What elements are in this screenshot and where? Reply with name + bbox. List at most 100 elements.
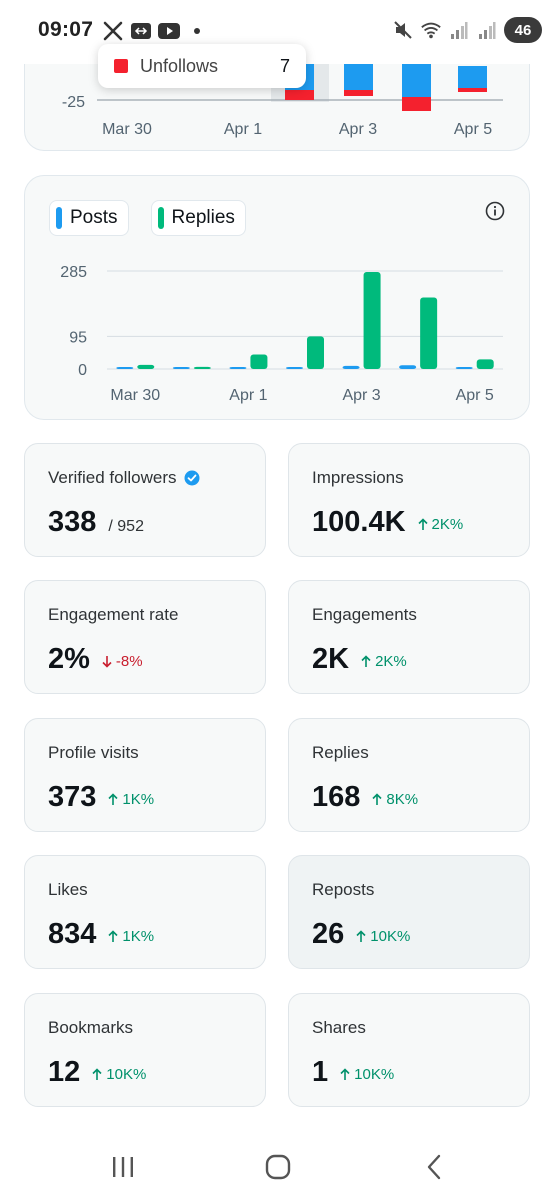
replies-bar[interactable] xyxy=(250,354,268,369)
y-tick-label: 285 xyxy=(60,264,87,281)
replies-color-bar xyxy=(157,207,164,229)
unfollows-swatch xyxy=(114,59,128,73)
metric-change-value: 8K% xyxy=(386,791,419,808)
battery-indicator: 46 xyxy=(504,17,542,43)
chart-legend: Posts Replies xyxy=(49,200,246,236)
metric-change: 1K% xyxy=(108,791,154,808)
metric-value: 2K xyxy=(312,643,350,675)
metric-card-reposts[interactable]: Reposts 26 10K% xyxy=(288,855,530,969)
posts-bar[interactable] xyxy=(286,367,303,369)
metric-change: 2K% xyxy=(361,653,407,670)
legend-posts-toggle[interactable]: Posts xyxy=(49,200,129,236)
metric-card-shares[interactable]: Shares 1 10K% xyxy=(288,993,530,1107)
x-tick-label: Apr 3 xyxy=(342,387,380,404)
metric-value: 100.4K xyxy=(312,506,406,538)
metric-value: 834 xyxy=(48,918,97,950)
x-tick-label: Mar 30 xyxy=(102,121,152,138)
y-tick-label: 95 xyxy=(69,329,87,346)
metric-label: Engagements xyxy=(312,605,417,625)
metric-label-text: Reposts xyxy=(312,880,375,899)
clock: 09:07 xyxy=(38,18,94,41)
metric-card-bookmarks[interactable]: Bookmarks 12 10K% xyxy=(24,993,266,1107)
home-icon[interactable] xyxy=(258,1152,298,1182)
replies-bar[interactable] xyxy=(476,359,494,369)
replies-bar[interactable] xyxy=(307,336,324,369)
metric-change-value: 1K% xyxy=(122,791,155,808)
arrow-up-icon xyxy=(417,518,428,531)
arrow-up-icon xyxy=(340,1068,350,1081)
metric-label: Reposts xyxy=(312,880,374,900)
back-icon[interactable] xyxy=(414,1152,454,1182)
metric-label: Replies xyxy=(312,743,369,763)
metric-label-text: Verified followers xyxy=(48,468,177,487)
bar xyxy=(344,90,373,96)
posts-bar[interactable] xyxy=(116,367,134,369)
metric-label: Impressions xyxy=(312,468,404,488)
arrow-up-icon xyxy=(361,655,371,668)
metric-label: Bookmarks xyxy=(48,1018,133,1038)
mute-icon xyxy=(392,19,414,41)
x-tick-label: Mar 30 xyxy=(110,387,160,404)
legend-replies-toggle[interactable]: Replies xyxy=(150,200,246,236)
x-tick-label: Apr 5 xyxy=(456,387,494,404)
metric-change: 1K% xyxy=(108,928,154,945)
posts-replies-card: 285 95 0 Mar 30 Apr 1 Apr 3 Apr 5 Posts Replie… xyxy=(24,175,530,420)
metric-label-text: Impressions xyxy=(312,468,404,487)
metric-card-profile-visits[interactable]: Profile visits 373 1K% xyxy=(24,718,266,832)
replies-bar[interactable] xyxy=(420,297,438,369)
metric-value: 2% xyxy=(48,643,90,675)
recent-apps-icon[interactable] xyxy=(103,1152,143,1182)
metric-label-text: Bookmarks xyxy=(48,1018,134,1037)
posts-color-bar xyxy=(56,207,62,229)
metric-value: 338 xyxy=(48,506,97,538)
metric-card-likes[interactable]: Likes 834 1K% xyxy=(24,855,266,969)
posts-bar[interactable] xyxy=(172,367,190,369)
metric-card-impressions[interactable]: Impressions 100.4K 2K% xyxy=(288,443,530,557)
bar xyxy=(402,97,431,111)
posts-bar[interactable] xyxy=(342,365,360,369)
metric-card-engagement-rate[interactable]: Engagement rate 2% -8% xyxy=(24,580,266,694)
metric-label-text: Engagements xyxy=(312,605,417,624)
metric-change: 10K% xyxy=(356,928,410,945)
posts-bar[interactable] xyxy=(455,367,473,369)
metric-label-text: Profile visits xyxy=(48,743,139,762)
bar xyxy=(458,88,487,92)
metric-change: 2K% xyxy=(417,516,464,533)
metric-change-value: 2K% xyxy=(375,653,407,670)
metric-label: Likes xyxy=(48,880,88,900)
metric-change-value: 2K% xyxy=(431,516,464,533)
metric-change-value: 10K% xyxy=(106,1066,147,1083)
legend-posts-label: Posts xyxy=(70,207,118,228)
notification-dot xyxy=(194,28,200,34)
y-tick-label: 0 xyxy=(78,362,87,379)
bar xyxy=(458,66,487,88)
posts-replies-chart: 285 95 0 Mar 30 Apr 1 Apr 3 Apr 5 xyxy=(60,264,503,404)
metric-card-replies[interactable]: Replies 168 8K% xyxy=(288,718,530,832)
verified-badge-icon xyxy=(184,470,200,486)
cell-signal-icon xyxy=(476,19,498,41)
arrow-down-icon xyxy=(102,655,112,668)
metric-value: 12 xyxy=(48,1056,81,1088)
metric-change-value: 10K% xyxy=(370,928,411,945)
metric-label-text: Likes xyxy=(48,880,88,899)
metric-change: 8K% xyxy=(372,791,418,808)
metric-change: -8% xyxy=(102,653,143,670)
arrow-up-icon xyxy=(356,930,366,943)
replies-bar[interactable] xyxy=(193,366,211,369)
metric-value: 26 xyxy=(312,918,345,950)
metric-card-engagements[interactable]: Engagements 2K 2K% xyxy=(288,580,530,694)
metric-card-verified-followers[interactable]: Verified followers 338 / 952 xyxy=(24,443,266,557)
metric-label: Shares xyxy=(312,1018,366,1038)
x-logo-icon xyxy=(102,20,124,42)
wifi-icon xyxy=(420,19,442,41)
info-icon[interactable] xyxy=(485,201,505,221)
metric-value: 168 xyxy=(312,781,361,813)
arrow-up-icon xyxy=(108,793,118,806)
replies-bar[interactable] xyxy=(363,272,381,369)
metric-label-text: Replies xyxy=(312,743,369,762)
posts-bar[interactable] xyxy=(399,365,417,369)
arrow-up-icon xyxy=(92,1068,102,1081)
x-tick-label: Apr 5 xyxy=(454,121,492,138)
replies-bar[interactable] xyxy=(137,364,155,369)
posts-bar[interactable] xyxy=(229,367,247,369)
